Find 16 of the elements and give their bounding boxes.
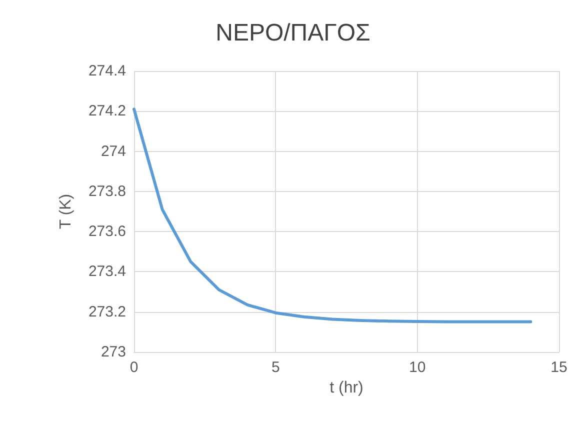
x-tick-label: 10 <box>408 359 426 376</box>
y-tick-label: 274.2 <box>88 102 126 120</box>
x-tick-label: 0 <box>130 359 138 376</box>
y-tick-label: 274.4 <box>88 62 126 80</box>
y-tick-label: 273.2 <box>88 303 126 320</box>
y-tick-label: 274 <box>100 142 126 160</box>
y-tick-label: 273.8 <box>88 182 126 200</box>
y-tick-label: 273.6 <box>88 223 126 240</box>
x-axis-title: t (hr) <box>330 379 364 396</box>
x-tick-label: 5 <box>271 359 280 376</box>
line-series <box>132 108 532 324</box>
y-tick-label: 273.4 <box>88 263 126 280</box>
y-axis-title: T (K) <box>58 194 74 230</box>
y-tick-label: 273 <box>100 344 126 360</box>
chart-title: ΝΕΡΟ/ΠΑΓΟΣ <box>216 20 370 46</box>
x-tick-label: 15 <box>550 359 568 376</box>
